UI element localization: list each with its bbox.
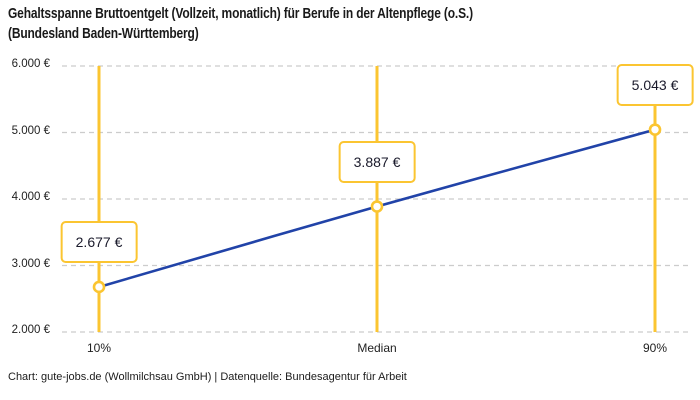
data-point-marker: [92, 280, 106, 294]
value-callout-10pct: 2.677 €: [60, 220, 138, 263]
y-axis-tick-label: 4.000 €: [11, 191, 50, 203]
x-axis-label-median: Median: [357, 341, 397, 355]
value-callout-median-text: 3.887 €: [353, 153, 401, 170]
chart-title-line2: (Bundesland Baden-Württemberg): [8, 25, 199, 42]
y-axis-tick-label: 2.000 €: [11, 324, 50, 336]
value-callout-10pct-text: 2.677 €: [75, 233, 123, 250]
source-credit: Chart: gute-jobs.de (Wollmilchsau GmbH) …: [8, 371, 407, 383]
value-callout-90pct-text: 5.043 €: [631, 76, 679, 93]
x-axis-label-90pct: 90%: [642, 341, 668, 355]
chart-title: Gehaltsspanne Bruttoentgelt (Vollzeit, m…: [8, 4, 589, 44]
data-point-marker: [648, 123, 662, 136]
chart-title-line1: Gehaltsspanne Bruttoentgelt (Vollzeit, m…: [8, 5, 473, 22]
y-axis-tick-label: 6.000 €: [11, 58, 50, 70]
value-callout-90pct: 5.043 €: [616, 63, 694, 106]
data-point-marker: [370, 200, 384, 213]
x-axis-label-10pct: 10%: [86, 341, 112, 355]
value-callout-median: 3.887 €: [338, 140, 416, 183]
y-axis-tick-label: 3.000 €: [11, 257, 50, 270]
y-axis-tick-label: 5.000 €: [11, 124, 50, 137]
